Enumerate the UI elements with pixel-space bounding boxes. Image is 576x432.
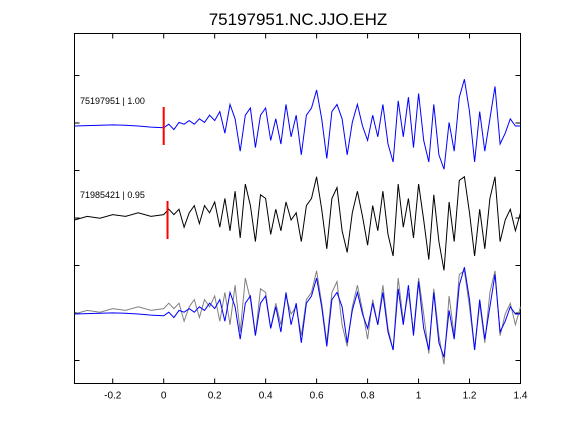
trace-label-1: 75197951 | 1.00 xyxy=(80,96,145,106)
x-tick-label: 0.2 xyxy=(208,391,222,402)
x-tick-labels: -0.2 0 0.2 0.4 0.6 0.8 1 1.2 1.4 xyxy=(104,391,528,402)
x-tick-label: 0 xyxy=(161,391,167,402)
x-tick-label: 0.8 xyxy=(361,391,375,402)
x-tick-label: 1 xyxy=(416,391,422,402)
x-tick-label: 1.2 xyxy=(463,391,477,402)
overlay-line-1 xyxy=(74,269,521,365)
chart-title: 75197951.NC.JJO.EHZ xyxy=(209,10,388,29)
traces xyxy=(74,79,521,365)
axis-ticks xyxy=(74,33,521,384)
x-tick-label: 1.4 xyxy=(514,391,528,402)
x-tick-label: 0.6 xyxy=(310,391,324,402)
plot-frame xyxy=(74,33,521,384)
trace-label-2: 71985421 | 0.95 xyxy=(80,190,145,200)
x-tick-label: 0.4 xyxy=(259,391,273,402)
pick-markers xyxy=(162,107,169,239)
trace-labels: 75197951 | 1.00 71985421 | 0.95 xyxy=(80,96,145,200)
overlay-line-2 xyxy=(74,267,521,358)
x-tick-label: -0.2 xyxy=(104,391,122,402)
trace-line-1 xyxy=(74,79,521,170)
trace-line-2 xyxy=(74,175,521,271)
